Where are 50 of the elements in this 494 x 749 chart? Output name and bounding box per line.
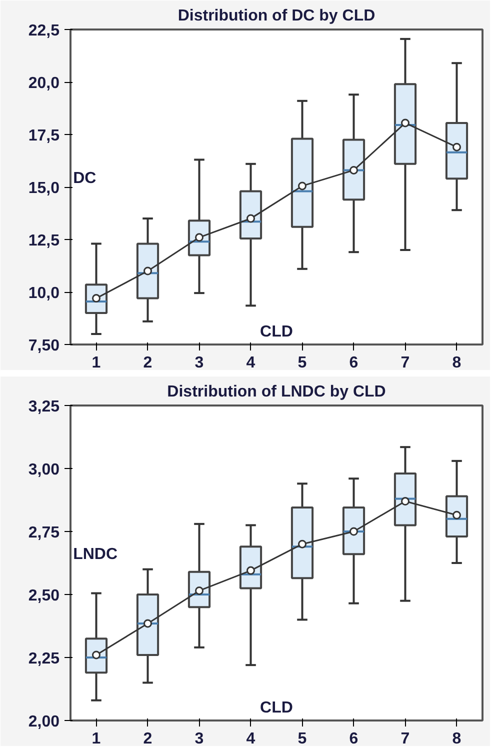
point — [452, 510, 461, 520]
point — [298, 540, 306, 548]
point — [401, 118, 410, 128]
point — [195, 233, 204, 242]
x-tick-label: 6 — [349, 354, 358, 372]
x-tick-label: 2 — [143, 354, 152, 372]
x-tick-label: 8 — [452, 354, 462, 372]
point — [401, 497, 410, 506]
point — [92, 650, 100, 660]
x-tick-label: 8 — [452, 730, 462, 748]
point — [144, 266, 152, 276]
y-tick-label: 3,00 — [28, 462, 60, 478]
x-tick-label: 3 — [194, 730, 204, 748]
y-axis-title: DC — [73, 170, 97, 187]
chart-title: Distribution of DC by CLD — [178, 8, 376, 24]
x-tick-label: 7 — [400, 354, 410, 372]
x-tick-label: 2 — [143, 730, 152, 748]
y-tick-label: 17,5 — [28, 128, 60, 144]
y-tick-label: 12,5 — [28, 232, 60, 250]
x-tick-label: 3 — [194, 354, 204, 372]
y-tick-label: 3,25 — [28, 398, 60, 416]
point — [298, 182, 306, 190]
x-axis-title: CLD — [260, 324, 293, 340]
x-tick-label: 4 — [246, 730, 256, 748]
point — [350, 527, 358, 536]
x-tick-label: 4 — [246, 354, 256, 372]
x-tick-label: 1 — [92, 730, 101, 748]
y-tick-label: 22,5 — [28, 22, 60, 40]
y-axis-title: LNDC — [73, 546, 118, 563]
y-tick-label: 2,00 — [28, 714, 60, 730]
x-tick-label: 6 — [349, 730, 358, 748]
point — [246, 566, 255, 575]
y-tick-label: 15,0 — [28, 180, 60, 197]
y-tick-label: 2,25 — [28, 650, 60, 668]
point — [452, 142, 461, 152]
x-tick-label: 5 — [298, 354, 307, 372]
point — [246, 214, 255, 223]
chart-title: Distribution of LNDC by CLD — [167, 384, 386, 400]
y-tick-label: 20,0 — [28, 75, 60, 92]
x-tick-label: 7 — [400, 730, 410, 748]
y-tick-label: 2,75 — [28, 524, 60, 542]
point — [195, 586, 204, 595]
y-tick-label: 7,50 — [28, 338, 60, 354]
y-tick-label: 10,0 — [28, 285, 60, 302]
point — [144, 619, 152, 628]
x-axis-title: CLD — [260, 700, 293, 716]
x-tick-label: 5 — [298, 730, 307, 748]
y-tick-label: 2,50 — [28, 588, 60, 604]
x-tick-label: 1 — [92, 354, 101, 372]
point — [350, 166, 358, 174]
